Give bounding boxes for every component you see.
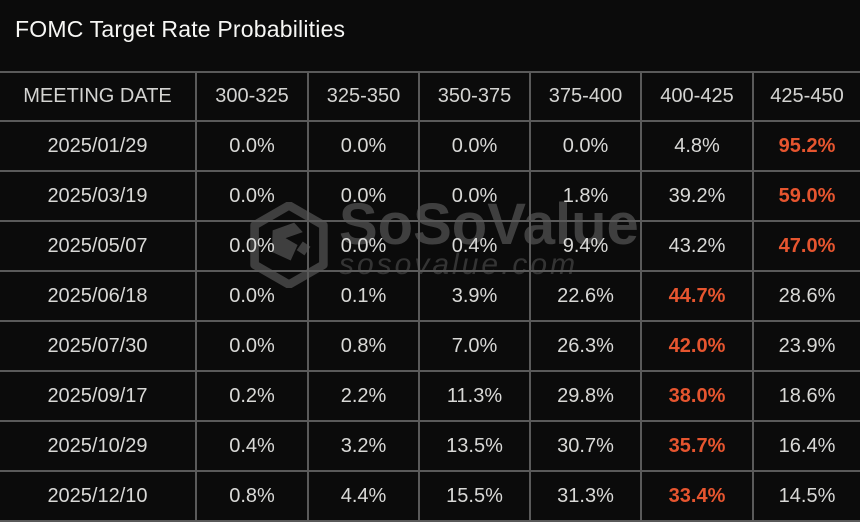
meeting-date-cell: 2025/09/17	[0, 370, 197, 422]
probability-cell: 16.4%	[752, 420, 860, 472]
probability-cell: 4.4%	[307, 470, 420, 522]
probability-cell: 0.0%	[307, 120, 420, 172]
probability-cell: 11.3%	[418, 370, 531, 422]
probability-cell: 44.7%	[640, 270, 754, 322]
probability-cell: 29.8%	[529, 370, 642, 422]
probability-cell: 95.2%	[752, 120, 860, 172]
probability-cell: 35.7%	[640, 420, 754, 472]
probability-cell: 31.3%	[529, 470, 642, 522]
probability-cell: 0.0%	[307, 220, 420, 272]
probability-cell: 0.8%	[307, 320, 420, 372]
probability-cell: 13.5%	[418, 420, 531, 472]
probability-cell: 33.4%	[640, 470, 754, 522]
probability-cell: 42.0%	[640, 320, 754, 372]
probability-cell: 18.6%	[752, 370, 860, 422]
probability-cell: 28.6%	[752, 270, 860, 322]
column-header-rate-350-375: 350-375	[418, 71, 531, 122]
column-header-rate-375-400: 375-400	[529, 71, 642, 122]
probability-cell: 0.0%	[195, 320, 309, 372]
table-row: 2025/01/29 0.0% 0.0% 0.0% 0.0% 4.8% 95.2%	[0, 120, 860, 172]
probability-cell: 0.0%	[195, 220, 309, 272]
table-row: 2025/03/19 0.0% 0.0% 0.0% 1.8% 39.2% 59.0%	[0, 170, 860, 222]
probability-cell: 15.5%	[418, 470, 531, 522]
probability-cell: 0.1%	[307, 270, 420, 322]
table-row: 2025/10/29 0.4% 3.2% 13.5% 30.7% 35.7% 16.4%	[0, 420, 860, 472]
meeting-date-cell: 2025/10/29	[0, 420, 197, 472]
probability-cell: 3.2%	[307, 420, 420, 472]
meeting-date-cell: 2025/03/19	[0, 170, 197, 222]
table-row: 2025/09/17 0.2% 2.2% 11.3% 29.8% 38.0% 18.6%	[0, 370, 860, 422]
table-header-row: MEETING DATE 300-325 325-350 350-375 375-400…	[0, 71, 860, 122]
table-header: MEETING DATE 300-325 325-350 350-375 375-400…	[0, 71, 860, 122]
column-header-meeting-date: MEETING DATE	[0, 71, 197, 122]
table-row: 2025/06/18 0.0% 0.1% 3.9% 22.6% 44.7% 28.6%	[0, 270, 860, 322]
probability-cell: 0.0%	[195, 170, 309, 222]
table-body: 2025/01/29 0.0% 0.0% 0.0% 0.0% 4.8% 95.2% 2025/…	[0, 120, 860, 522]
probability-cell: 0.0%	[418, 120, 531, 172]
meeting-date-cell: 2025/05/07	[0, 220, 197, 272]
probability-cell: 26.3%	[529, 320, 642, 372]
title-bar: FOMC Target Rate Probabilities	[0, 0, 860, 71]
probability-cell: 1.8%	[529, 170, 642, 222]
probability-cell: 30.7%	[529, 420, 642, 472]
table-row: 2025/05/07 0.0% 0.0% 0.4% 9.4% 43.2% 47.0%	[0, 220, 860, 272]
probability-cell: 0.0%	[418, 170, 531, 222]
meeting-date-cell: 2025/12/10	[0, 470, 197, 522]
probability-cell: 0.0%	[195, 270, 309, 322]
probability-cell: 0.0%	[195, 120, 309, 172]
column-header-rate-325-350: 325-350	[307, 71, 420, 122]
probability-cell: 0.4%	[195, 420, 309, 472]
probability-cell: 4.8%	[640, 120, 754, 172]
probability-cell: 22.6%	[529, 270, 642, 322]
probability-cell: 0.0%	[529, 120, 642, 172]
meeting-date-cell: 2025/01/29	[0, 120, 197, 172]
probability-cell: 59.0%	[752, 170, 860, 222]
probability-cell: 43.2%	[640, 220, 754, 272]
probability-cell: 23.9%	[752, 320, 860, 372]
probability-cell: 7.0%	[418, 320, 531, 372]
meeting-date-cell: 2025/06/18	[0, 270, 197, 322]
probability-cell: 39.2%	[640, 170, 754, 222]
page-title: FOMC Target Rate Probabilities	[15, 16, 346, 42]
column-header-rate-425-450: 425-450	[752, 71, 860, 122]
probability-cell: 0.8%	[195, 470, 309, 522]
probability-cell: 14.5%	[752, 470, 860, 522]
probability-cell: 9.4%	[529, 220, 642, 272]
table-row: 2025/12/10 0.8% 4.4% 15.5% 31.3% 33.4% 14.5%	[0, 470, 860, 522]
probability-cell: 0.2%	[195, 370, 309, 422]
probability-cell: 47.0%	[752, 220, 860, 272]
meeting-date-cell: 2025/07/30	[0, 320, 197, 372]
probability-cell: 0.4%	[418, 220, 531, 272]
probability-cell: 38.0%	[640, 370, 754, 422]
probability-cell: 0.0%	[307, 170, 420, 222]
column-header-rate-400-425: 400-425	[640, 71, 754, 122]
probabilities-table: MEETING DATE 300-325 325-350 350-375 375-400…	[0, 71, 860, 522]
probability-cell: 3.9%	[418, 270, 531, 322]
probability-cell: 2.2%	[307, 370, 420, 422]
column-header-rate-300-325: 300-325	[195, 71, 309, 122]
table-row: 2025/07/30 0.0% 0.8% 7.0% 26.3% 42.0% 23.9%	[0, 320, 860, 372]
